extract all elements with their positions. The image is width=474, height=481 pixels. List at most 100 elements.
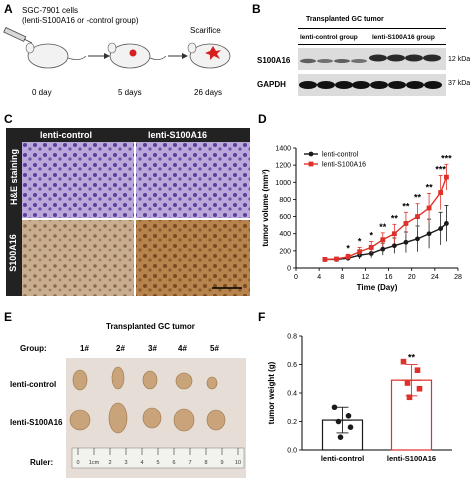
legend-marker <box>308 161 314 167</box>
legend-label: lenti-control <box>322 152 359 159</box>
blot-row-gapdh: GAPDH <box>257 80 286 89</box>
group-5: 5# <box>210 344 219 353</box>
histo-col-s100a16: lenti-S100A16 <box>148 130 208 140</box>
western-blot-image <box>298 48 446 96</box>
significance-star: * <box>346 243 350 253</box>
ruler-tick-label: 0 <box>76 460 79 466</box>
group-3: 3# <box>148 344 157 353</box>
data-point <box>331 404 338 411</box>
panel-b-label: B <box>252 2 261 16</box>
day-26-label: 26 days <box>194 88 223 97</box>
mouse-timeline-illustration <box>3 27 231 69</box>
data-point <box>368 245 374 250</box>
ruler-tick-label: 2 <box>108 460 111 466</box>
data-point <box>444 174 449 180</box>
x-tick-label: 16 <box>385 274 393 281</box>
y-tick-label: 0.6 <box>287 362 297 369</box>
y-tick-label: 1200 <box>275 163 291 170</box>
y-axis-label: tumor weight (g) <box>267 361 276 424</box>
injection-text-1: SGC-7901 cells <box>22 6 79 15</box>
data-point <box>403 221 409 226</box>
tumor-photo-header: Transplanted GC tumor <box>106 322 195 331</box>
ruler-tick-label: 3 <box>124 460 127 466</box>
y-axis-label: tumor volume (mm³) <box>261 169 270 247</box>
ihc-control-image <box>22 220 134 296</box>
y-tick-label: 1000 <box>275 180 291 187</box>
legend-marker <box>308 151 314 157</box>
data-point <box>337 434 344 440</box>
ruler-tick-label: 5 <box>156 460 159 466</box>
data-point <box>403 239 409 245</box>
data-point <box>335 418 342 425</box>
data-point <box>391 231 397 237</box>
significance-star: ** <box>391 213 399 223</box>
data-point <box>438 226 444 231</box>
mouse-icon-day0 <box>25 42 87 69</box>
kda-12: 12 kDa <box>448 56 471 63</box>
data-point <box>345 254 351 260</box>
x-tick-label: 4 <box>317 274 321 281</box>
data-point <box>404 380 411 386</box>
histology-images <box>22 142 250 296</box>
day-0-label: 0 day <box>32 88 52 97</box>
histo-row-he: H&E staining <box>9 148 20 206</box>
ihc-s100a16-image <box>136 220 250 296</box>
category-label: lenti-control <box>321 454 364 463</box>
x-axis-label: Time (Day) <box>357 283 398 292</box>
mouse-icon-day5 <box>107 42 167 69</box>
significance-star: ** <box>402 201 410 211</box>
y-tick-label: 0.0 <box>287 448 297 455</box>
panel-f-label: F <box>258 310 266 324</box>
significance-star: ** <box>426 182 434 192</box>
legend-label: lenti-S100A16 <box>322 162 366 169</box>
y-tick-label: 0.8 <box>287 334 297 341</box>
significance-star: ** <box>379 222 387 232</box>
significance-star: * <box>369 230 373 240</box>
x-tick-label: 8 <box>340 274 344 281</box>
data-point <box>380 246 386 252</box>
y-tick-label: 1400 <box>275 146 291 153</box>
kda-37: 37 kDa <box>448 80 471 87</box>
group-label: Group: <box>20 344 47 353</box>
group-2: 2# <box>116 344 125 353</box>
ruler-tick-label: 8 <box>204 460 207 466</box>
tumor-row-control: lenti-control <box>10 380 57 389</box>
blot-col-s100a16: lenti-S100A16 group <box>372 34 435 41</box>
tumor-volume-chart: 0 200 400 600 800 1000 1200 1400 0 4 8 12 16 20 24 28 Ti… <box>261 146 462 293</box>
significance-star: * <box>358 236 362 246</box>
data-point <box>416 385 423 392</box>
data-point <box>391 243 397 249</box>
y-tick-label: 800 <box>279 197 291 204</box>
ruler-tick-label: 4 <box>140 460 143 466</box>
category-label: lenti-S100A16 <box>387 454 436 463</box>
y-tick-label: 0.2 <box>287 419 297 426</box>
x-tick-label: 0 <box>294 274 298 281</box>
significance-star: ** <box>414 193 422 203</box>
panel-c-label: C <box>4 112 13 126</box>
significance-star: ** <box>408 353 416 363</box>
ruler-tick-label: 9 <box>220 460 223 466</box>
top-label-bar <box>22 128 250 142</box>
data-point <box>415 236 420 242</box>
y-tick-label: 600 <box>279 214 291 221</box>
syringe-icon <box>3 27 33 44</box>
data-point <box>414 367 421 373</box>
he-control-image <box>22 142 134 218</box>
mouse-icon-day26 <box>187 42 231 69</box>
data-point <box>426 231 432 237</box>
data-point <box>438 190 444 195</box>
panel-d-label: D <box>258 112 267 126</box>
ruler-tick-label: 1cm <box>89 460 100 466</box>
data-point <box>406 394 413 401</box>
day-5-label: 5 days <box>118 88 142 97</box>
side-label-bar <box>6 128 22 296</box>
tumor-photo: 0 1cm 2 3 4 5 6 7 8 9 10 <box>66 358 246 478</box>
significance-star: *** <box>435 164 446 174</box>
data-point <box>345 413 352 419</box>
data-point <box>444 221 449 226</box>
data-point <box>347 424 354 430</box>
col-divider <box>298 44 446 45</box>
histo-col-control: lenti-control <box>40 130 92 140</box>
data-point <box>357 249 363 255</box>
data-point <box>380 237 386 243</box>
